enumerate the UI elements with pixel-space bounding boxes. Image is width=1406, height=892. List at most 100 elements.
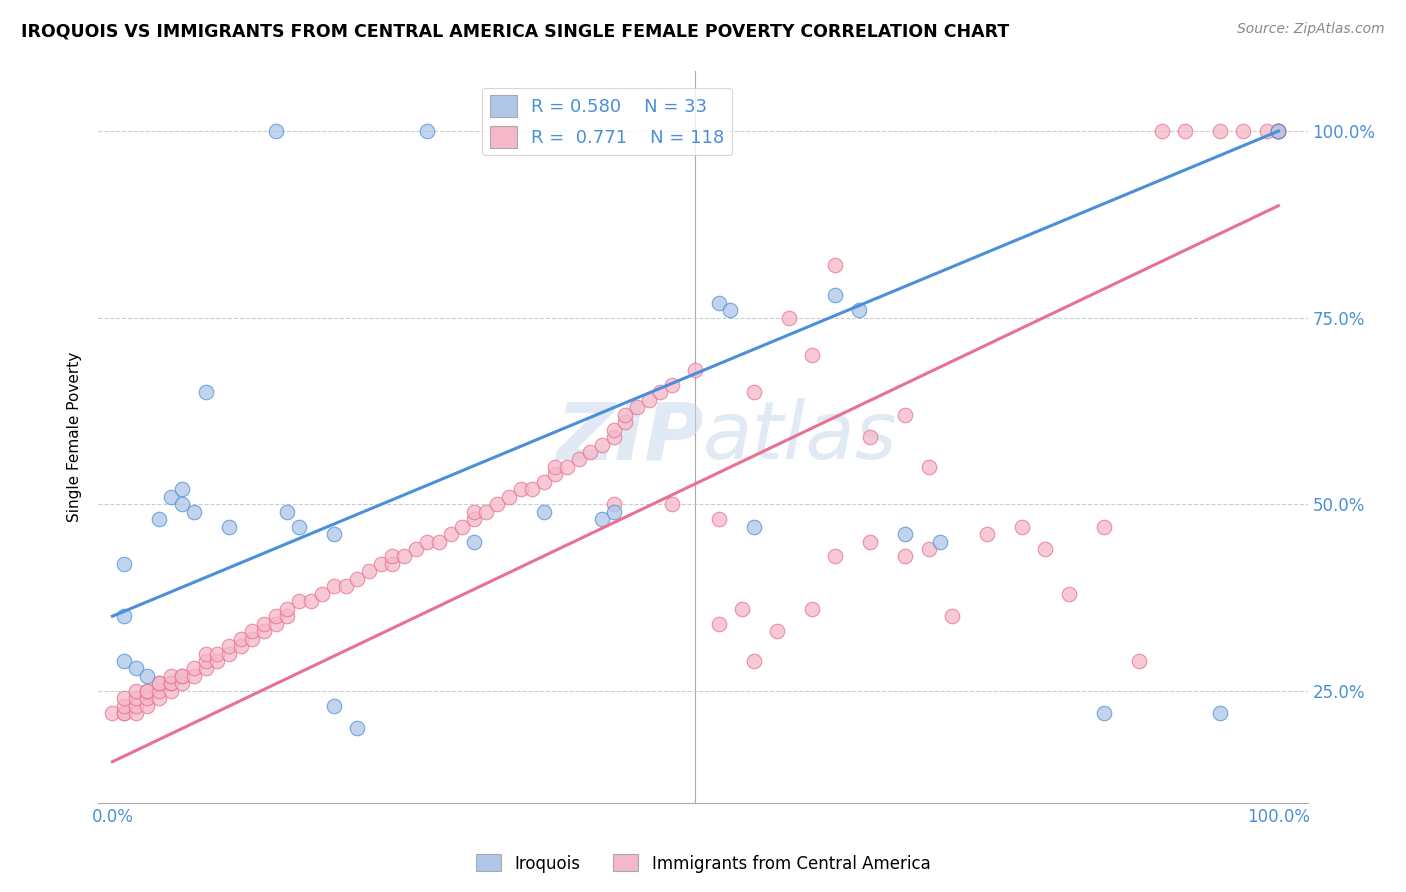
Point bbox=[323, 527, 346, 541]
Point bbox=[533, 475, 555, 489]
Point bbox=[707, 295, 730, 310]
Point bbox=[112, 706, 135, 721]
Point bbox=[463, 512, 485, 526]
Point bbox=[311, 587, 333, 601]
Point bbox=[392, 549, 415, 564]
Point bbox=[207, 654, 229, 668]
Point bbox=[125, 698, 148, 713]
Point bbox=[276, 505, 298, 519]
Point bbox=[1267, 124, 1289, 138]
Point bbox=[1209, 124, 1232, 138]
Point bbox=[1267, 124, 1289, 138]
Point bbox=[125, 683, 148, 698]
Point bbox=[253, 624, 276, 639]
Point bbox=[555, 459, 578, 474]
Point bbox=[288, 594, 311, 608]
Point bbox=[148, 676, 170, 690]
Point bbox=[172, 676, 194, 690]
Point bbox=[637, 392, 659, 407]
Point bbox=[742, 385, 765, 400]
Point bbox=[299, 594, 322, 608]
Point bbox=[416, 534, 439, 549]
Point bbox=[463, 534, 485, 549]
Point bbox=[1267, 124, 1289, 138]
Point bbox=[159, 490, 181, 504]
Point bbox=[544, 459, 567, 474]
Point bbox=[427, 534, 450, 549]
Point bbox=[766, 624, 789, 639]
Point bbox=[323, 579, 346, 593]
Point bbox=[172, 669, 194, 683]
Point bbox=[136, 669, 159, 683]
Point bbox=[579, 445, 602, 459]
Point bbox=[1033, 542, 1056, 557]
Point bbox=[1209, 706, 1232, 721]
Point bbox=[112, 698, 135, 713]
Point bbox=[685, 363, 707, 377]
Point bbox=[264, 124, 287, 138]
Y-axis label: Single Female Poverty: Single Female Poverty bbox=[67, 352, 83, 522]
Point bbox=[650, 385, 672, 400]
Point bbox=[707, 512, 730, 526]
Point bbox=[522, 483, 544, 497]
Point bbox=[509, 483, 531, 497]
Point bbox=[218, 647, 240, 661]
Point bbox=[801, 601, 824, 615]
Point bbox=[112, 654, 135, 668]
Point bbox=[463, 505, 485, 519]
Point bbox=[859, 430, 882, 444]
Legend: R = 0.580    N = 33, R =  0.771    N = 118: R = 0.580 N = 33, R = 0.771 N = 118 bbox=[482, 87, 731, 155]
Point bbox=[1150, 124, 1173, 138]
Point bbox=[742, 654, 765, 668]
Point bbox=[159, 676, 181, 690]
Point bbox=[626, 401, 648, 415]
Point bbox=[148, 691, 170, 706]
Point bbox=[229, 632, 252, 646]
Point bbox=[159, 683, 181, 698]
Point bbox=[148, 512, 170, 526]
Point bbox=[136, 683, 159, 698]
Point bbox=[614, 415, 637, 429]
Point bbox=[603, 423, 626, 437]
Point bbox=[183, 661, 205, 675]
Point bbox=[253, 616, 276, 631]
Point bbox=[603, 497, 626, 511]
Point bbox=[101, 706, 124, 721]
Point bbox=[172, 483, 194, 497]
Point bbox=[172, 669, 194, 683]
Point bbox=[207, 647, 229, 661]
Legend: Iroquois, Immigrants from Central America: Iroquois, Immigrants from Central Americ… bbox=[470, 847, 936, 880]
Point bbox=[894, 549, 917, 564]
Point bbox=[136, 683, 159, 698]
Text: ZIP: ZIP bbox=[555, 398, 703, 476]
Point bbox=[824, 288, 846, 302]
Point bbox=[183, 505, 205, 519]
Point bbox=[194, 647, 217, 661]
Point bbox=[240, 632, 263, 646]
Point bbox=[742, 519, 765, 533]
Point bbox=[568, 452, 591, 467]
Point bbox=[1128, 654, 1150, 668]
Point bbox=[148, 676, 170, 690]
Point bbox=[381, 549, 404, 564]
Point bbox=[801, 348, 824, 362]
Point bbox=[172, 497, 194, 511]
Point bbox=[1011, 519, 1033, 533]
Point bbox=[451, 519, 474, 533]
Text: IROQUOIS VS IMMIGRANTS FROM CENTRAL AMERICA SINGLE FEMALE POVERTY CORRELATION CH: IROQUOIS VS IMMIGRANTS FROM CENTRAL AMER… bbox=[21, 22, 1010, 40]
Point bbox=[125, 661, 148, 675]
Point bbox=[264, 616, 287, 631]
Point bbox=[603, 505, 626, 519]
Point bbox=[894, 527, 917, 541]
Point bbox=[159, 676, 181, 690]
Point bbox=[544, 467, 567, 482]
Point bbox=[439, 527, 461, 541]
Point bbox=[486, 497, 509, 511]
Point bbox=[661, 497, 683, 511]
Point bbox=[929, 534, 952, 549]
Point bbox=[859, 534, 882, 549]
Point bbox=[194, 385, 217, 400]
Point bbox=[218, 639, 240, 653]
Point bbox=[614, 408, 637, 422]
Point bbox=[1057, 587, 1080, 601]
